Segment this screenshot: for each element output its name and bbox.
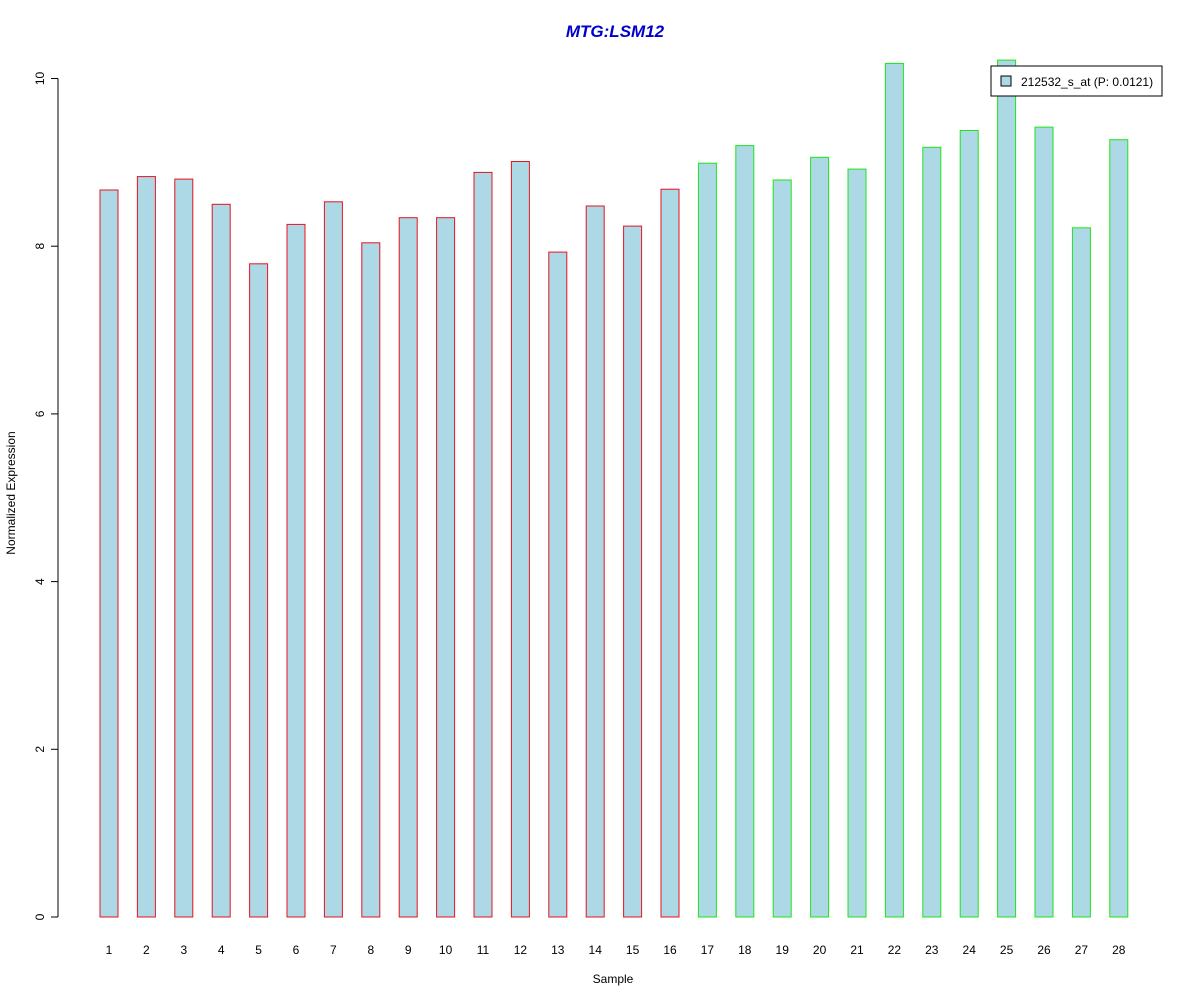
legend-box [990,65,1163,97]
bar-sample-27 [1071,227,1091,918]
y-tick-label: 4 [33,578,47,585]
bars [99,59,1129,918]
bar-sample-16 [660,188,680,918]
x-tick-label: 2 [143,943,150,957]
x-tick-label: 26 [1037,943,1051,957]
bar-sample-9 [398,217,418,918]
bar-sample-11 [473,171,493,918]
x-tick-label: 17 [701,943,715,957]
x-tick-label: 27 [1075,943,1089,957]
bar-sample-28 [1109,139,1129,918]
bar-sample-19 [772,179,792,918]
x-tick-label: 10 [439,943,453,957]
x-tick-label: 4 [218,943,225,957]
x-tick-label: 22 [888,943,902,957]
bar-sample-7 [323,201,343,918]
bar-sample-26 [1034,126,1054,918]
x-tick-label: 16 [663,943,677,957]
x-tick-label: 21 [850,943,864,957]
x-tick-label: 13 [551,943,565,957]
bar-sample-1 [99,189,119,918]
bar-sample-21 [847,168,867,918]
x-axis-label: Sample [593,972,634,986]
bar-sample-13 [548,251,568,918]
bar-sample-10 [436,217,456,918]
x-tick-label: 5 [255,943,262,957]
x-tick-label: 7 [330,943,337,957]
bar-sample-12 [510,161,530,918]
x-tick-label: 3 [180,943,187,957]
y-tick-label: 6 [33,410,47,417]
bar-sample-25 [997,59,1017,918]
bar-sample-22 [884,62,904,918]
x-tick-label: 14 [589,943,603,957]
bar-sample-20 [810,156,830,918]
bar-sample-3 [174,178,194,918]
legend-label: 212532_s_at (P: 0.0121) [1021,75,1153,89]
x-tick-label: 9 [405,943,412,957]
y-tick-label: 0 [33,913,47,920]
y-tick-label: 2 [33,746,47,753]
x-tick-label: 24 [963,943,977,957]
x-tick-label: 6 [293,943,300,957]
bar-sample-15 [623,225,643,918]
y-axis-label: Normalized Expression [4,431,18,554]
bar-sample-6 [286,223,306,918]
x-tick-label: 20 [813,943,827,957]
x-tick-label: 15 [626,943,640,957]
x-tick-label: 19 [776,943,790,957]
legend: 212532_s_at (P: 0.0121) [990,65,1163,97]
x-tick-label: 11 [477,943,490,957]
x-tick-label: 28 [1112,943,1126,957]
bar-sample-5 [249,263,269,918]
y-tick-label: 10 [33,72,47,86]
x-tick-label: 18 [738,943,752,957]
x-tick-label: 1 [106,943,113,957]
bar-sample-8 [361,242,381,918]
chart-title: MTG:LSM12 [566,22,665,41]
y-axis: 0 2 4 6 8 10 [33,72,59,920]
bar-sample-17 [697,162,717,918]
legend-swatch [1000,75,1012,87]
x-tick-label: 25 [1000,943,1014,957]
y-tick-label: 8 [33,243,47,250]
x-tick-label: 12 [514,943,528,957]
x-tick-label: 8 [367,943,374,957]
x-tick-label: 23 [925,943,939,957]
bar-sample-24 [959,130,979,918]
bar-sample-14 [585,205,605,918]
bar-sample-2 [136,176,156,918]
bar-sample-23 [922,146,942,918]
bar-sample-18 [735,145,755,918]
x-tick-labels: 1 2 3 4 5 6 7 8 9 10 11 12 13 14 15 16 17 18 19 20 21 22 23 24 2… [106,943,1126,957]
bar-sample-4 [211,203,231,918]
